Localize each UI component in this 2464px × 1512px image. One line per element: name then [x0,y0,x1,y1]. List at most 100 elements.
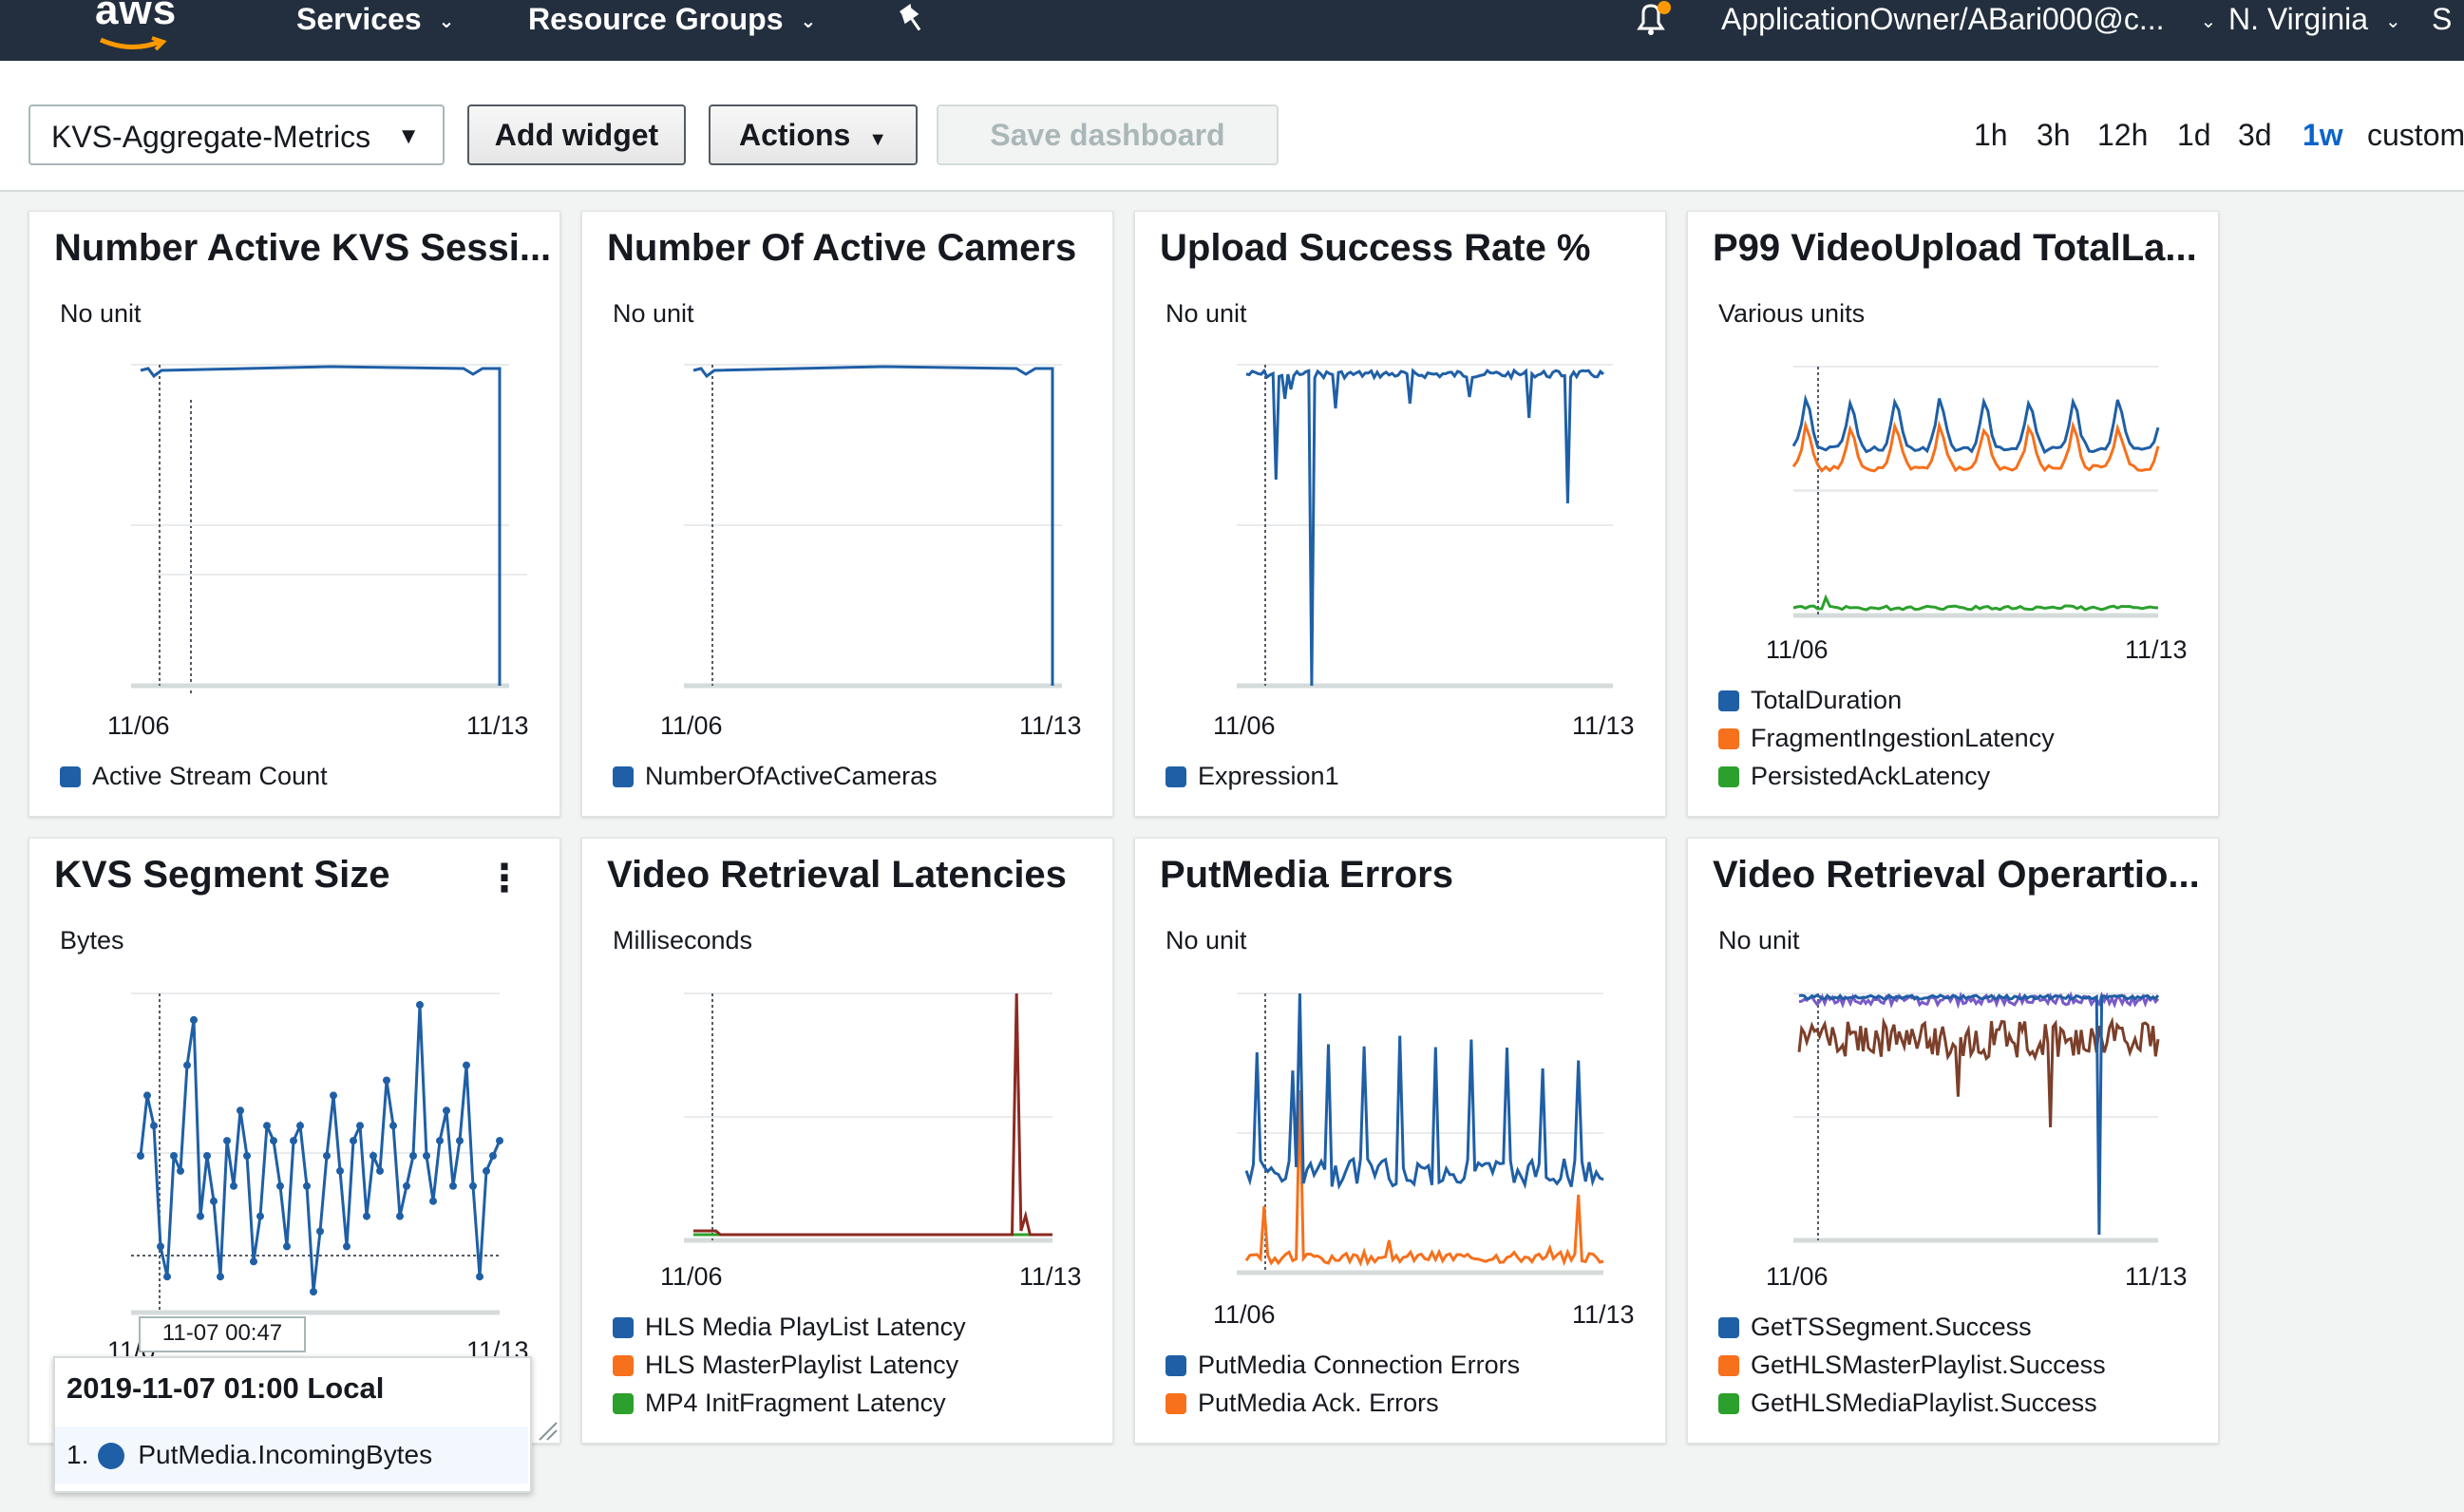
save-dashboard-button[interactable]: Save dashboard [937,104,1279,165]
legend-item[interactable]: NumberOfActiveCameras [613,757,938,795]
dashboard-select[interactable]: KVS-Aggregate-Metrics ▼ [28,104,445,165]
crosshair-time-label: 11-07 00:47 [139,1316,306,1352]
actions-button[interactable]: Actions ▼ [709,104,918,165]
top-navigation-bar: aws Services ⌄ Resource Groups ⌄ Applicati… [0,0,2464,61]
services-menu[interactable]: Services ⌄ [296,0,454,38]
widget-active-kvs-sessions[interactable]: Number Active KVS Sessi... No unit 11/06… [28,211,560,817]
widget-menu-icon[interactable]: ⋮ [485,858,523,899]
legend-item[interactable]: GetHLSMediaPlaylist.Success [1718,1384,2106,1422]
time-range-custom[interactable]: custom [2367,118,2464,152]
legend-item[interactable]: GetHLSMasterPlaylist.Success [1718,1346,2106,1384]
legend-item[interactable]: MP4 InitFragment Latency [613,1384,966,1422]
region-label: N. Virginia [2228,2,2369,36]
legend-label: GetTSSegment.Success [1751,1313,2032,1341]
widget-unit: No unit [60,299,142,328]
legend-item[interactable]: HLS MasterPlaylist Latency [613,1346,966,1384]
tooltip-row-index: 1. [66,1440,89,1469]
widget-unit: Milliseconds [613,926,753,954]
add-widget-button[interactable]: Add widget [467,104,686,165]
legend-label: Active Stream Count [92,762,328,790]
x-axis-end-label: 11/13 [2125,635,2188,664]
line-chart[interactable] [124,352,542,694]
widget-title: Video Retrieval Operartio... [1713,854,2200,896]
resource-groups-label: Resource Groups [528,2,784,36]
widget-title: Number Active KVS Sessi... [54,227,552,269]
pin-icon[interactable] [895,0,929,38]
x-axis-end-label: 11/13 [1572,711,1635,740]
aws-smile-icon [99,36,167,51]
legend-swatch [1718,1393,1739,1414]
legend-label: TotalDuration [1751,686,1903,714]
tooltip-row: 1. PutMedia.IncomingBytes [55,1427,528,1484]
legend-item[interactable]: PutMedia Ack. Errors [1166,1384,1520,1422]
widget-unit: Various units [1718,299,1866,328]
legend-item[interactable]: Active Stream Count [60,757,328,795]
legend-label: PutMedia Connection Errors [1198,1351,1521,1379]
widget-title: Video Retrieval Latencies [607,854,1067,896]
widget-active-cameras[interactable]: Number Of Active Camers No unit 11/06 11… [581,211,1113,817]
x-axis-start-label: 11/06 [660,1262,723,1291]
legend-label: HLS Media PlayList Latency [645,1313,966,1341]
chevron-down-icon: ⌄ [438,10,455,32]
legend-swatch [613,1317,634,1338]
x-axis-start-label: 11/06 [1213,1300,1276,1329]
widget-putmedia-errors[interactable]: PutMedia Errors No unit 11/06 11/13 PutM… [1134,838,1666,1444]
resize-handle-icon[interactable] [538,1421,559,1442]
services-label: Services [296,2,422,36]
widget-unit: No unit [1166,299,1247,328]
legend-item[interactable]: GetTSSegment.Success [1718,1308,2106,1346]
x-axis-end-label: 11/13 [2125,1262,2188,1291]
legend-item[interactable]: HLS Media PlayList Latency [613,1308,966,1346]
time-range-3d[interactable]: 3d [2238,118,2272,152]
notifications-bell-icon[interactable] [1630,0,1672,38]
support-menu[interactable]: S [2432,0,2452,38]
widget-title: Upload Success Rate % [1160,227,1591,269]
legend-label: NumberOfActiveCameras [645,762,938,790]
aws-logo-text: aws [95,0,178,33]
widget-video-retrieval-latencies[interactable]: Video Retrieval Latencies Milliseconds 1… [581,838,1113,1444]
legend-item[interactable]: TotalDuration [1718,681,2055,719]
chevron-down-icon: ⌄ [2385,10,2401,32]
widget-video-retrieval-operations[interactable]: Video Retrieval Operartio... No unit 11/… [1687,838,2219,1444]
region-menu[interactable]: N. Virginia ⌄ [2228,0,2401,38]
legend-label: GetHLSMasterPlaylist.Success [1751,1351,2106,1379]
chevron-down-icon: ⌄ [2200,10,2217,32]
time-range-1h[interactable]: 1h [1974,118,2008,152]
legend-swatch [1718,690,1739,711]
account-menu[interactable]: ApplicationOwner/ABari000@c... ⌄ [1721,0,2216,38]
account-label: ApplicationOwner/ABari000@c... [1721,2,2165,36]
resource-groups-menu[interactable]: Resource Groups ⌄ [528,0,816,38]
aws-logo[interactable]: aws [95,0,190,51]
legend-item[interactable]: Expression1 [1166,757,1339,795]
legend-item[interactable]: FragmentIngestionLatency [1718,719,2055,757]
widget-unit: No unit [1718,926,1800,954]
widget-title: Number Of Active Camers [607,227,1077,269]
legend-item[interactable]: PutMedia Connection Errors [1166,1346,1520,1384]
legend-label: HLS MasterPlaylist Latency [645,1351,959,1379]
caret-down-icon: ▼ [397,123,420,149]
legend-item[interactable]: PersistedAckLatency [1718,757,2055,795]
support-label: S [2432,2,2453,36]
time-range-3h[interactable]: 3h [2037,118,2071,152]
legend-swatch [1718,1317,1739,1338]
legend-label: Expression1 [1198,762,1339,790]
dashboard-name: KVS-Aggregate-Metrics [51,120,371,154]
legend-swatch [1166,1355,1186,1376]
x-axis-end-label: 11/13 [466,711,529,740]
legend: Expression1 [1166,757,1339,795]
widget-upload-success-rate[interactable]: Upload Success Rate % No unit 11/06 11/1… [1134,211,1666,817]
widget-kvs-segment-size[interactable]: KVS Segment Size ⋮ Bytes 11/0 11/13 [28,838,560,1444]
x-axis-start-label: 11/06 [660,711,723,740]
legend-label: GetHLSMediaPlaylist.Success [1751,1389,2097,1417]
time-range-1d[interactable]: 1d [2177,118,2211,152]
legend-swatch [1166,1393,1186,1414]
time-range-1w[interactable]: 1w [2303,118,2343,152]
legend-swatch [1718,766,1739,787]
widget-p99-video-upload-latency[interactable]: P99 VideoUpload TotalLa... Various units… [1687,211,2219,817]
datapoint-tooltip: 2019-11-07 01:00 Local 1. PutMedia.Incomi… [53,1356,532,1493]
legend-label: MP4 InitFragment Latency [645,1389,946,1417]
legend-swatch [1166,766,1186,787]
time-range-12h[interactable]: 12h [2097,118,2149,152]
chevron-down-icon: ⌄ [800,10,817,32]
x-axis-start-label: 11/06 [1766,1262,1829,1291]
